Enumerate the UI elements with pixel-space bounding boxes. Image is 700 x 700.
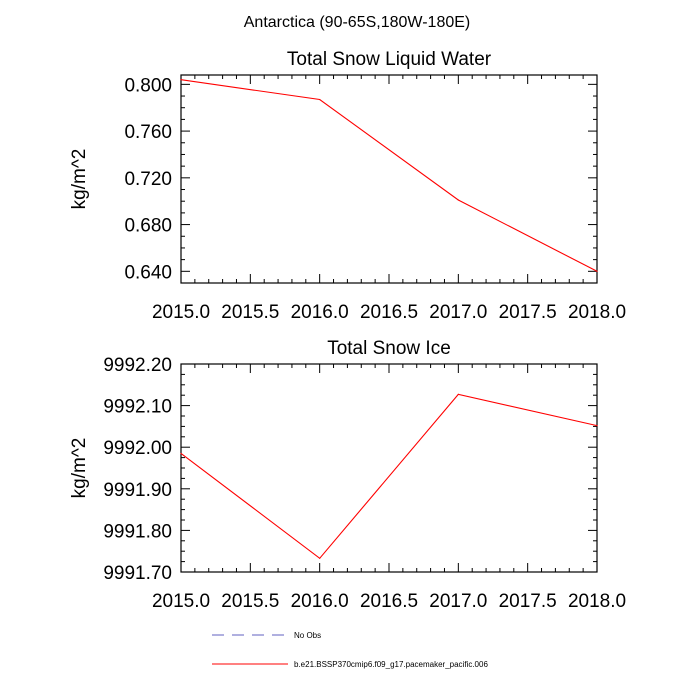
y-tick-label: 9991.80 — [103, 521, 172, 542]
data-point — [319, 557, 321, 559]
data-point — [319, 98, 321, 101]
legend: No Obs b.e21.BSSP370cmip6.f09_g17.pacemak… — [212, 631, 488, 669]
series-line — [180, 393, 598, 560]
panel-snow-ice: Total Snow Ice kg/m^2 2015.0 2015.5 2016.0 20… — [69, 338, 626, 612]
x-tick-label: 2017.5 — [499, 302, 557, 323]
data-point — [180, 452, 182, 455]
plot-frame — [180, 363, 598, 573]
y-tick-label: 0.680 — [124, 216, 172, 237]
y-axis-label: kg/m^2 — [69, 149, 90, 210]
x-tick-label: 2015.5 — [221, 302, 279, 323]
x-tick-label: 2017.0 — [429, 302, 487, 323]
x-tick-label: 2018.0 — [568, 302, 626, 323]
data-point — [180, 79, 182, 81]
y-tick-label: 9991.90 — [103, 480, 172, 501]
data-point — [596, 270, 598, 272]
series-line — [180, 79, 598, 272]
y-tick-label: 0.800 — [124, 75, 172, 96]
x-tick-label: 2017.5 — [499, 591, 557, 612]
panel-snow-liquid-water: Total Snow Liquid Water kg/m^2 2015.0 2015.… — [69, 49, 626, 323]
x-tick-label: 2016.5 — [360, 302, 418, 323]
legend-label: b.e21.BSSP370cmip6.f09_g17.pacemaker_pac… — [294, 660, 488, 669]
x-tick-label: 2016.5 — [360, 591, 418, 612]
y-tick-label: 0.640 — [124, 262, 172, 283]
y-tick-label: 9992.10 — [103, 397, 172, 418]
plot-frame — [180, 74, 598, 284]
y-tick-label: 9991.70 — [103, 563, 172, 584]
data-point — [457, 393, 459, 395]
x-tick-label: 2015.5 — [221, 591, 279, 612]
y-axis-label: kg/m^2 — [69, 438, 90, 499]
x-tick-label: 2016.0 — [291, 591, 349, 612]
x-tick-label: 2016.0 — [291, 302, 349, 323]
legend-label: No Obs — [294, 631, 321, 640]
y-tick-label: 0.720 — [124, 169, 172, 190]
x-tick-label: 2018.0 — [568, 591, 626, 612]
data-point — [596, 424, 598, 427]
x-tick-label: 2015.0 — [152, 591, 210, 612]
y-tick-label: 0.760 — [124, 122, 172, 143]
x-tick-label: 2015.0 — [152, 302, 210, 323]
y-tick-label: 9992.20 — [103, 355, 172, 376]
panel-title: Total Snow Liquid Water — [287, 49, 492, 70]
data-point — [457, 199, 459, 201]
panel-title: Total Snow Ice — [327, 338, 451, 359]
y-tick-label: 9992.00 — [103, 438, 172, 459]
x-tick-label: 2017.0 — [429, 591, 487, 612]
figure-title: Antarctica (90-65S,180W-180E) — [244, 14, 470, 31]
